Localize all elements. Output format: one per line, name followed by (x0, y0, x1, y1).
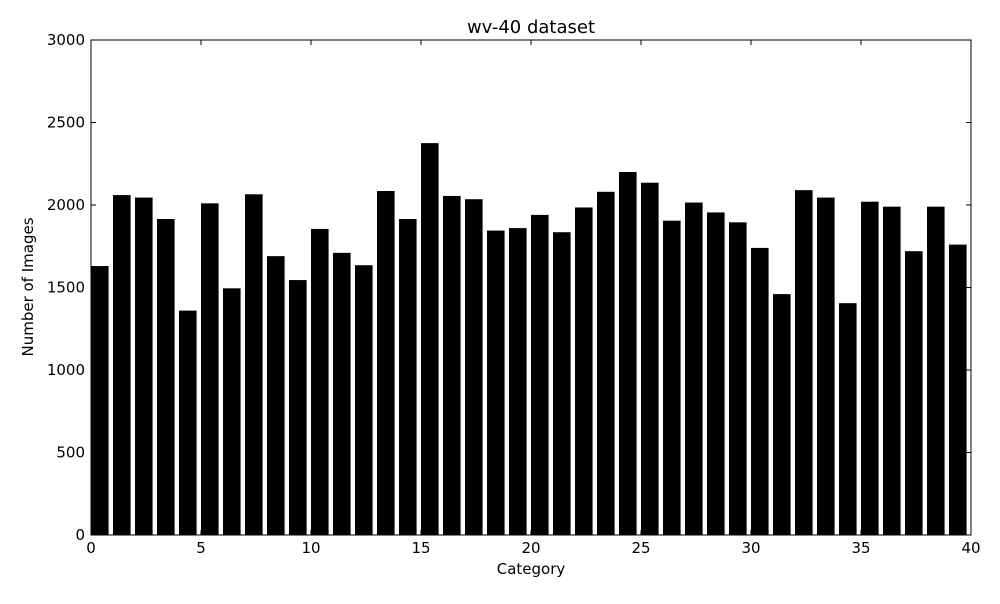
bar-category-21 (553, 232, 571, 535)
bar-category-38 (927, 206, 945, 535)
bar-category-25 (641, 182, 659, 535)
bar-category-22 (575, 207, 593, 535)
bar-category-28 (707, 212, 725, 536)
bar-category-24 (619, 172, 637, 535)
ticks-group: 0 5 10 15 20 25 30 35 40 0 500 1000 1500 2000 2500 3000 (47, 31, 981, 557)
bar-category-30 (751, 247, 769, 535)
bar-category-23 (597, 191, 615, 536)
bar-category-3 (157, 219, 175, 535)
chart-title: wv-40 dataset (467, 17, 595, 38)
bar-category-39 (949, 244, 967, 535)
bar-category-11 (333, 252, 351, 535)
bar-category-6 (223, 288, 241, 535)
y-tick-label-0: 0 (75, 526, 85, 544)
bar-category-37 (905, 251, 923, 535)
bar-category-10 (311, 228, 329, 536)
bar-category-29 (729, 222, 747, 535)
bar-category-19 (509, 228, 527, 535)
bar-category-34 (839, 303, 857, 535)
y-tick-label-2000: 2000 (47, 196, 85, 214)
bar-category-20 (531, 214, 549, 535)
y-tick-label-2500: 2500 (47, 114, 85, 132)
bar-category-35 (861, 201, 879, 535)
x-tick-label-30: 30 (741, 539, 760, 557)
y-tick-label-3000: 3000 (47, 31, 85, 49)
bar-category-1 (113, 195, 131, 535)
bar-category-15 (421, 143, 439, 535)
bar-category-5 (201, 203, 219, 535)
y-tick-label-1500: 1500 (47, 279, 85, 297)
y-tick-label-500: 500 (56, 444, 85, 462)
bar-category-12 (355, 265, 373, 535)
bar-category-36 (883, 206, 901, 535)
bar-category-13 (377, 190, 395, 535)
bar-category-18 (487, 230, 505, 535)
bar-category-7 (245, 194, 263, 535)
bar-category-33 (817, 197, 835, 535)
bar-category-4 (179, 310, 197, 535)
bar-category-17 (465, 199, 483, 535)
bar-category-26 (663, 220, 681, 536)
y-axis-label: Number of Images (19, 217, 37, 356)
x-axis-label: Category (497, 560, 566, 578)
bar-category-2 (135, 197, 153, 535)
bar-category-8 (267, 256, 285, 535)
x-tick-label-0: 0 (86, 539, 96, 557)
plot-frame (90, 39, 972, 536)
bar-category-31 (773, 294, 791, 535)
x-tick-label-5: 5 (196, 539, 206, 557)
x-tick-label-10: 10 (301, 539, 320, 557)
bar-category-16 (443, 195, 461, 536)
y-tick-label-1000: 1000 (47, 361, 85, 379)
bar-category-27 (685, 202, 703, 535)
bar-category-9 (289, 280, 307, 535)
x-tick-label-15: 15 (411, 539, 430, 557)
x-tick-label-35: 35 (851, 539, 870, 557)
x-tick-label-25: 25 (631, 539, 650, 557)
bar-category-32 (795, 190, 813, 535)
bar-category-0 (91, 266, 109, 535)
x-tick-label-20: 20 (521, 539, 540, 557)
x-tick-label-40: 40 (961, 539, 980, 557)
bars-group (91, 143, 967, 536)
bar-category-14 (399, 219, 417, 535)
